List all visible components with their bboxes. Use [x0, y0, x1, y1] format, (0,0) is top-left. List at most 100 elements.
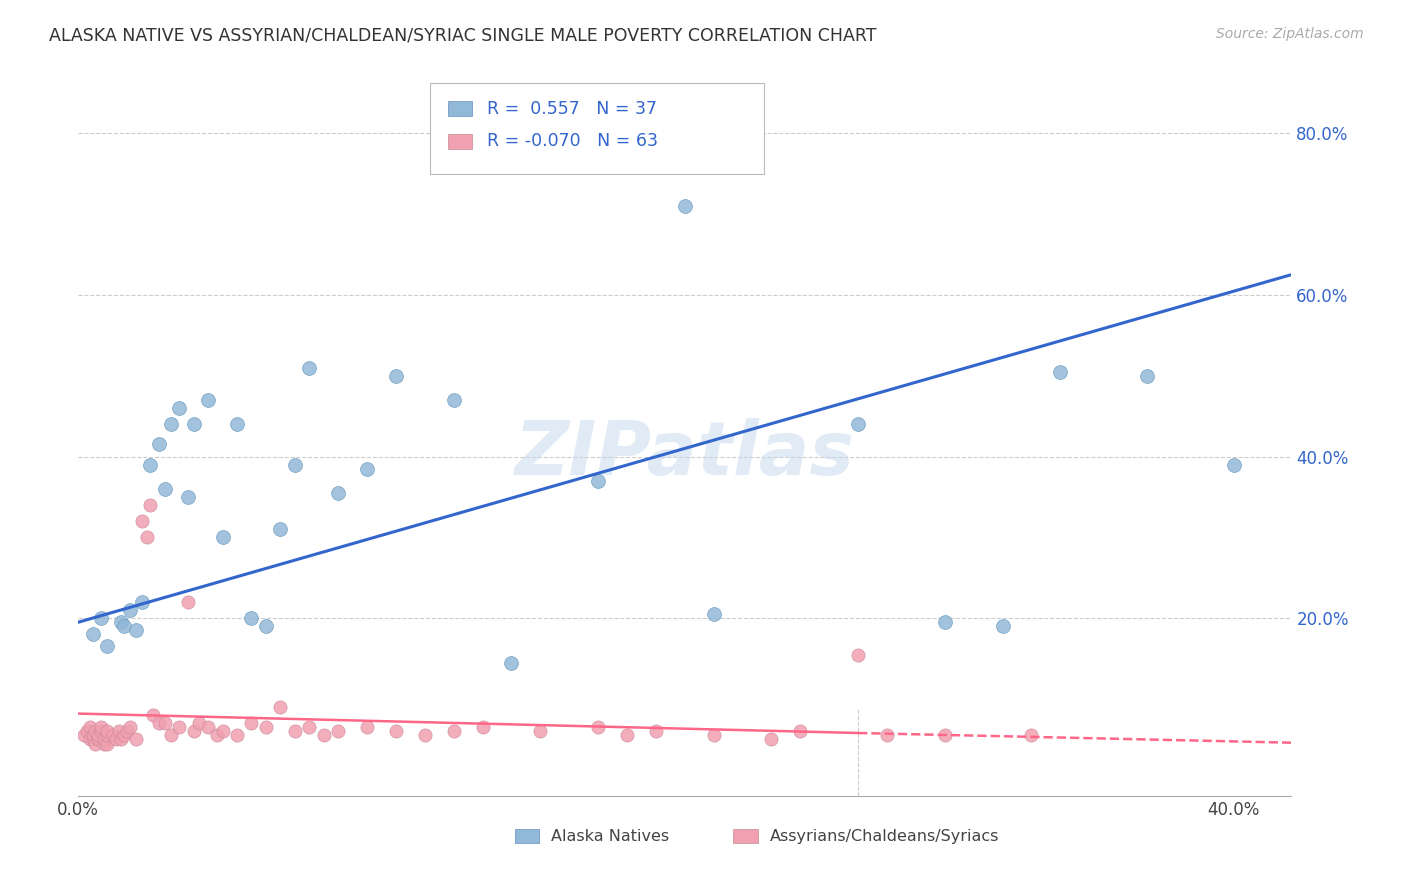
FancyBboxPatch shape: [515, 829, 538, 843]
Point: [1021, 728, 1043, 742]
Point: [136, 530, 159, 544]
Point: [131, 595, 153, 609]
Point: [385, 368, 408, 383]
Point: [1049, 365, 1071, 379]
Point: [84, 737, 107, 751]
Point: [298, 720, 321, 734]
Text: Source: ZipAtlas.com: Source: ZipAtlas.com: [1216, 27, 1364, 41]
Point: [703, 728, 725, 742]
Point: [120, 720, 142, 734]
Point: [616, 728, 638, 742]
Point: [142, 708, 165, 723]
Point: [356, 720, 378, 734]
Point: [110, 732, 132, 747]
Point: [82, 728, 104, 742]
Point: [413, 728, 436, 742]
Point: [183, 417, 205, 432]
Point: [139, 498, 162, 512]
Point: [73, 728, 96, 742]
Point: [876, 728, 898, 742]
Point: [96, 724, 118, 739]
Point: [326, 724, 349, 739]
Point: [240, 716, 263, 731]
Point: [93, 737, 115, 751]
Point: [934, 615, 956, 630]
Point: [269, 700, 291, 714]
Point: [167, 401, 190, 415]
Point: [159, 417, 181, 432]
Point: [153, 482, 176, 496]
Point: [312, 728, 335, 742]
Point: [443, 724, 465, 739]
FancyBboxPatch shape: [449, 134, 472, 149]
Point: [177, 595, 200, 609]
Point: [120, 603, 142, 617]
Point: [385, 724, 408, 739]
Point: [104, 732, 127, 747]
Point: [79, 732, 101, 747]
Point: [112, 619, 135, 633]
Point: [84, 724, 107, 739]
Point: [183, 724, 205, 739]
Point: [101, 728, 124, 742]
Text: Assyrians/Chaldeans/Syriacs: Assyrians/Chaldeans/Syriacs: [769, 829, 1000, 844]
Point: [761, 732, 783, 747]
Point: [90, 724, 112, 739]
Point: [139, 458, 162, 472]
Point: [148, 437, 170, 451]
Point: [645, 724, 668, 739]
Point: [789, 724, 811, 739]
Point: [82, 627, 104, 641]
Point: [87, 728, 110, 742]
Point: [298, 360, 321, 375]
Point: [226, 417, 249, 432]
Point: [177, 490, 200, 504]
Text: R =  0.557   N = 37: R = 0.557 N = 37: [486, 100, 657, 118]
Point: [443, 392, 465, 407]
Point: [90, 611, 112, 625]
Text: ALASKA NATIVE VS ASSYRIAN/CHALDEAN/SYRIAC SINGLE MALE POVERTY CORRELATION CHART: ALASKA NATIVE VS ASSYRIAN/CHALDEAN/SYRIA…: [49, 27, 877, 45]
Point: [125, 732, 148, 747]
Point: [96, 640, 118, 654]
Point: [125, 624, 148, 638]
Point: [110, 615, 132, 630]
Point: [1222, 458, 1244, 472]
Point: [197, 392, 219, 407]
Point: [87, 732, 110, 747]
Point: [934, 728, 956, 742]
Point: [211, 724, 233, 739]
FancyBboxPatch shape: [449, 102, 472, 116]
Point: [254, 720, 277, 734]
Point: [96, 737, 118, 751]
Point: [1136, 368, 1159, 383]
Text: R = -0.070   N = 63: R = -0.070 N = 63: [486, 132, 658, 150]
Point: [586, 720, 609, 734]
Point: [79, 720, 101, 734]
Point: [529, 724, 551, 739]
Point: [501, 656, 523, 670]
Point: [254, 619, 277, 633]
Point: [673, 199, 696, 213]
Point: [107, 724, 129, 739]
Point: [90, 720, 112, 734]
Point: [96, 728, 118, 742]
Point: [115, 724, 138, 739]
Point: [82, 732, 104, 747]
Point: [846, 417, 869, 432]
Point: [131, 514, 153, 528]
Point: [356, 461, 378, 475]
FancyBboxPatch shape: [734, 829, 758, 843]
Point: [471, 720, 494, 734]
Point: [586, 474, 609, 488]
Point: [159, 728, 181, 742]
Text: Alaska Natives: Alaska Natives: [551, 829, 669, 844]
Point: [197, 720, 219, 734]
Point: [991, 619, 1014, 633]
Point: [205, 728, 228, 742]
Point: [112, 728, 135, 742]
FancyBboxPatch shape: [430, 83, 763, 174]
Point: [76, 724, 98, 739]
Point: [326, 486, 349, 500]
Point: [240, 611, 263, 625]
Point: [846, 648, 869, 662]
